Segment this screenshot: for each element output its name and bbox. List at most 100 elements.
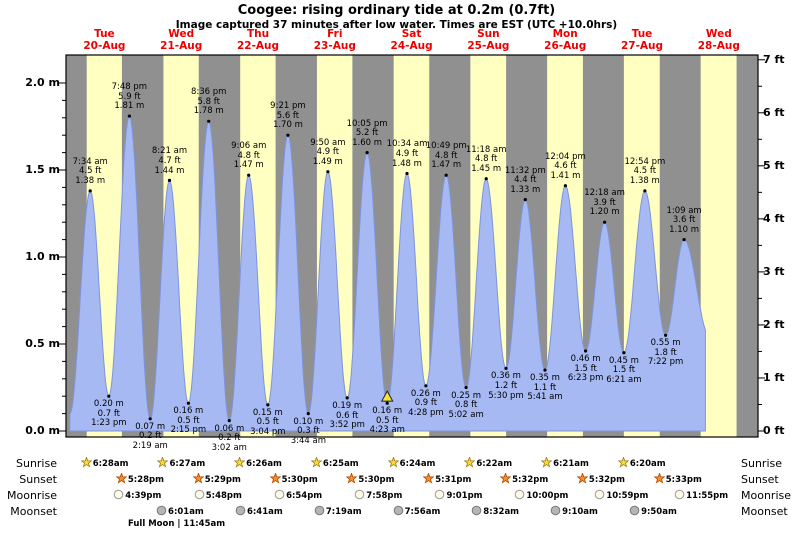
tide-high-annotation: 10:34 am 4.9 ft 1.48 m: [386, 139, 428, 169]
moonset-entry: 6:01am: [156, 505, 204, 519]
astro-time: 5:33pm: [665, 475, 702, 485]
moonrise-circle-icon: [515, 489, 525, 500]
astro-time: 6:27am: [169, 459, 206, 469]
y-tick-meters: 1.0 m: [25, 250, 60, 263]
sunrise-label-right: Sunrise: [741, 457, 783, 470]
moonset-circle-icon: [629, 505, 640, 516]
tide-low-annotation: 0.06 m 0.2 ft 3:02 am: [211, 423, 247, 453]
astro-time: 6:26am: [246, 459, 282, 469]
day-label: Wed 28-Aug: [697, 28, 740, 52]
astro-time: 8:32am: [483, 507, 520, 517]
sunrise-entry: 6:21am: [540, 456, 589, 471]
sunrise-star-icon: [617, 456, 630, 468]
full-moon-note: Full Moon | 11:45am: [128, 519, 226, 529]
y-tick-meters: 1.5 m: [25, 163, 60, 176]
moonrise-circle-icon: [595, 489, 605, 500]
tide-low-annotation: 0.45 m 1.5 ft 6:21 am: [606, 355, 642, 385]
sunrise-star-icon: [387, 456, 400, 468]
y-tick-feet: 7 ft: [763, 52, 785, 66]
sunset-star-icon: [499, 472, 512, 484]
y-tick-feet: 6 ft: [763, 105, 785, 119]
astro-time: 6:41am: [246, 507, 283, 517]
sunset-label-left: Sunset: [19, 473, 57, 486]
sunrise-entry: 6:26am: [233, 456, 282, 471]
sunrise-star-icon: [233, 456, 246, 468]
moonrise-circle-icon: [435, 489, 445, 500]
moonrise-entry: 5:48pm: [194, 489, 242, 503]
moonset-circle-icon: [156, 505, 167, 516]
astro-time: 6:28am: [92, 459, 129, 469]
astro-time: 5:32pm: [512, 475, 549, 485]
moonset-entry: 7:56am: [393, 505, 440, 519]
moonrise-circle-icon: [354, 489, 365, 500]
tide-high-annotation: 12:18 am 3.9 ft 1.20 m: [584, 188, 625, 218]
sunrise-entry: 6:25am: [310, 456, 359, 471]
sunset-star-icon: [345, 472, 358, 484]
sunset-entry: 5:29pm: [192, 472, 241, 487]
sunrise-entry: 6:27am: [156, 456, 206, 471]
moonset-entry: 6:41am: [235, 505, 283, 519]
astro-time: 6:01am: [168, 507, 204, 517]
y-tick-meters: 0.0 m: [25, 424, 60, 437]
moonset-entry: 7:19am: [314, 505, 362, 519]
moonrise-entry: 10:59pm: [594, 489, 648, 503]
moonrise-row: Moonrise 4:39pm 5:48pm 6:54pm 7:58pm 9:01pm 1…: [0, 488, 793, 504]
tide-low-annotation: 0.26 m 0.9 ft 4:28 pm: [408, 388, 444, 418]
tide-high-annotation: 7:34 am 4.5 ft 1.38 m: [72, 156, 108, 187]
moonset-circle-icon: [550, 505, 561, 516]
sunrise-entry: 6:20am: [617, 456, 666, 471]
astro-time: 7:58pm: [366, 491, 403, 501]
moonrise-entry: 10:00pm: [514, 489, 568, 503]
sunrise-entry: 6:28am: [80, 456, 129, 471]
tide-low-annotation: 0.16 m 0.5 ft 2:15 pm: [170, 406, 207, 436]
day-label: Sun 25-Aug: [467, 28, 510, 52]
day-label: Tue 20-Aug: [83, 28, 126, 52]
moonrise-entry: 7:58pm: [354, 489, 402, 503]
sunrise-entry: 6:24am: [387, 456, 435, 471]
moonrise-circle-icon: [274, 489, 285, 500]
moonrise-entry: 6:54pm: [274, 489, 322, 503]
sunset-entry: 5:32pm: [499, 472, 549, 487]
moonset-circle-icon: [471, 505, 482, 516]
sunset-star-icon: [192, 472, 205, 484]
sunset-entry: 5:30pm: [345, 472, 394, 487]
moonset-row: Moonset 6:01am 6:41am 7:19am 7:56am 8:32am 9:…: [0, 504, 793, 520]
moonrise-circle-icon: [113, 489, 124, 500]
moonrise-circle-icon: [194, 489, 205, 500]
astro-time: 5:48pm: [205, 491, 242, 501]
moonrise-entry: 9:01pm: [434, 489, 483, 503]
sunset-entry: 5:28pm: [115, 472, 164, 487]
sunrise-star-icon: [80, 456, 93, 468]
moonrise-label-left: Moonrise: [7, 489, 57, 502]
day-label: Wed 21-Aug: [160, 28, 203, 52]
y-tick-feet: 2 ft: [763, 317, 785, 331]
day-label: Tue 27-Aug: [620, 28, 664, 52]
moonrise-circle-icon: [674, 489, 685, 500]
astro-time: 5:29pm: [204, 475, 241, 485]
astro-time: 5:28pm: [127, 475, 164, 485]
y-tick-meters: 2.0 m: [25, 76, 60, 89]
astro-time: 10:59pm: [606, 491, 649, 501]
sunset-entries: 5:28pm 5:29pm 5:30pm 5:30pm 5:31pm 5:32pm 5:32…: [0, 472, 793, 488]
tide-high-annotation: 11:32 pm 4.4 ft 1.33 m: [504, 165, 546, 195]
tide-high-annotation: 1:09 am 3.6 ft 1.10 m: [666, 205, 702, 235]
moonset-entry: 9:50am: [629, 505, 677, 519]
tide-low-annotation: 0.35 m 1.1 ft 5:41 am: [527, 373, 563, 403]
astro-time: 10:00pm: [526, 491, 569, 501]
moonset-entry: 9:10am: [550, 505, 598, 519]
moonset-entry: 8:32am: [471, 505, 519, 519]
tide-high-annotation: 10:05 pm 5.2 ft 1.60 m: [346, 118, 388, 148]
sunset-entry: 5:32pm: [576, 472, 625, 487]
astro-time: 9:50am: [641, 507, 677, 517]
y-tick-feet: 0 ft: [763, 424, 785, 437]
chart-subtitle: Image captured 37 minutes after low wate…: [175, 19, 618, 31]
sunrise-row: Sunrise 6:28am 6:27am 6:26am 6:25am 6:24am 6:…: [0, 456, 793, 472]
sunrise-star-icon: [540, 456, 553, 468]
tide-low-annotation: 0.15 m 0.5 ft 3:04 pm: [250, 407, 286, 438]
tide-low-annotation: 0.16 m 0.5 ft 4:23 am: [369, 406, 405, 436]
chart-title: Coogee: rising ordinary tide at 0.2m (0.…: [237, 3, 556, 18]
y-tick-feet: 3 ft: [763, 264, 785, 278]
tide-high-annotation: 9:21 pm 5.6 ft 1.70 m: [270, 101, 306, 131]
moonrise-entries: 4:39pm 5:48pm 6:54pm 7:58pm 9:01pm 10:00pm 10:…: [0, 488, 793, 504]
sunrise-star-icon: [463, 456, 476, 468]
